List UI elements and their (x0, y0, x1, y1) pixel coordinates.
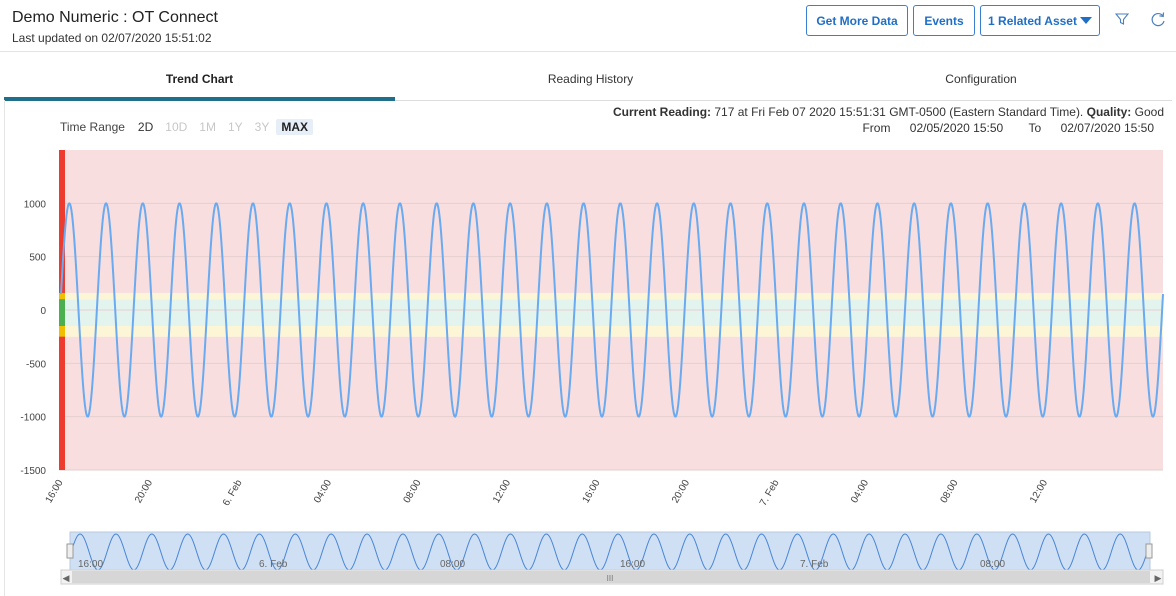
x-tick-label: 20:00 (133, 478, 155, 506)
navigator-label: 16:00 (78, 559, 103, 570)
panel-border (4, 100, 5, 596)
quality-value: Good (1134, 105, 1164, 119)
y-tick-label: -1000 (20, 413, 46, 424)
page-title: Demo Numeric : OT Connect (12, 9, 218, 26)
x-tick-label: 04:00 (849, 478, 871, 506)
tab-bar: Trend Chart Reading History Configuratio… (0, 63, 1176, 101)
x-tick-label: 08:00 (939, 478, 961, 506)
current-reading-time: Fri Feb 07 2020 15:51:31 GMT-0500 (Easte… (751, 105, 1084, 119)
to-label: To (1028, 121, 1042, 135)
current-reading: Current Reading: 717 at Fri Feb 07 2020 … (613, 105, 1164, 119)
current-reading-label: Current Reading: (613, 105, 712, 119)
range-1y: 1Y (227, 120, 243, 134)
y-tick-label: -500 (26, 359, 46, 370)
tab-trend-chart[interactable]: Trend Chart (165, 72, 234, 86)
navigator-handle-left[interactable] (66, 543, 74, 559)
scrollbar-grip: III (607, 574, 614, 583)
x-tick-label: 12:00 (1028, 478, 1050, 506)
threshold-band (59, 326, 1163, 337)
threshold-marker (59, 292, 65, 300)
threshold-band (59, 150, 1163, 293)
to-value: 02/07/2020 15:50 (1060, 121, 1154, 135)
threshold-marker (59, 299, 65, 326)
navigator[interactable]: 16:00 6. Feb 08:00 16:00 7. Feb 08:00 III ◀ ▶ (0, 530, 1176, 590)
navigator-series (71, 533, 1149, 571)
caret-down-icon (1079, 17, 1092, 24)
navigator-handle-right[interactable] (1145, 543, 1153, 559)
y-tick-label: -1500 (20, 466, 46, 477)
tab-reading-history[interactable]: Reading History (547, 72, 634, 86)
series-line (60, 202, 1164, 418)
navigator-label: 6. Feb (259, 559, 288, 570)
x-tick-label: 6. Feb (221, 478, 245, 508)
navigator-label: 08:00 (980, 559, 1005, 570)
x-tick-label: 08:00 (402, 478, 424, 506)
navigator-label: 7. Feb (800, 559, 829, 570)
x-tick-label: 16:00 (44, 478, 66, 506)
trend-chart[interactable]: 1000 500 0 -500 -1000 -1500 16:00 20:00 6. Feb 0… (0, 140, 1176, 570)
range-10d: 10D (165, 120, 188, 134)
refresh-icon[interactable] (1148, 9, 1168, 29)
scroll-right-arrow[interactable]: ▶ (1155, 573, 1162, 583)
range-2d[interactable]: 2D (137, 120, 154, 134)
threshold-marker (59, 326, 65, 337)
navigator-label: 08:00 (440, 559, 465, 570)
x-tick-label: 12:00 (491, 478, 513, 506)
quality-label: Quality: (1086, 105, 1132, 119)
time-range-selector: Time Range 2D 10D 1M 1Y 3Y MAX (60, 118, 315, 136)
from-label: From (862, 121, 891, 135)
range-max[interactable]: MAX (276, 119, 313, 135)
date-range: From 02/05/2020 15:50 To 02/07/2020 15:5… (856, 121, 1154, 135)
events-label: Events (924, 13, 964, 28)
filter-icon[interactable] (1112, 9, 1132, 29)
related-asset-button[interactable]: 1 Related Asset (980, 5, 1100, 36)
get-more-data-button[interactable]: Get More Data (806, 5, 908, 36)
active-tab-indicator (4, 97, 395, 101)
scroll-left-arrow[interactable]: ◀ (63, 573, 70, 583)
from-value: 02/05/2020 15:50 (909, 121, 1004, 135)
x-tick-label: 16:00 (581, 478, 603, 506)
y-tick-label: 1000 (24, 199, 47, 210)
range-1m: 1M (199, 120, 216, 134)
last-updated: Last updated on 02/07/2020 15:51:02 (12, 31, 212, 45)
x-tick-label: 04:00 (312, 478, 334, 506)
current-reading-value: 717 at (714, 105, 748, 119)
tab-divider (4, 100, 1172, 101)
header: Demo Numeric : OT Connect Last updated o… (0, 0, 1176, 52)
x-tick-label: 20:00 (670, 478, 692, 506)
threshold-band (59, 336, 1163, 470)
navigator-label: 16:00 (620, 559, 645, 570)
get-more-data-label: Get More Data (816, 13, 898, 28)
y-tick-label: 0 (40, 306, 46, 317)
y-tick-label: 500 (29, 253, 46, 264)
events-button[interactable]: Events (913, 5, 975, 36)
range-3y: 3Y (254, 120, 270, 134)
related-asset-label: 1 Related Asset (988, 13, 1077, 28)
x-tick-label: 7. Feb (758, 478, 782, 508)
time-range-label: Time Range (60, 120, 125, 134)
scrollbar-thumb[interactable] (72, 571, 1150, 583)
tab-configuration[interactable]: Configuration (945, 72, 1017, 86)
